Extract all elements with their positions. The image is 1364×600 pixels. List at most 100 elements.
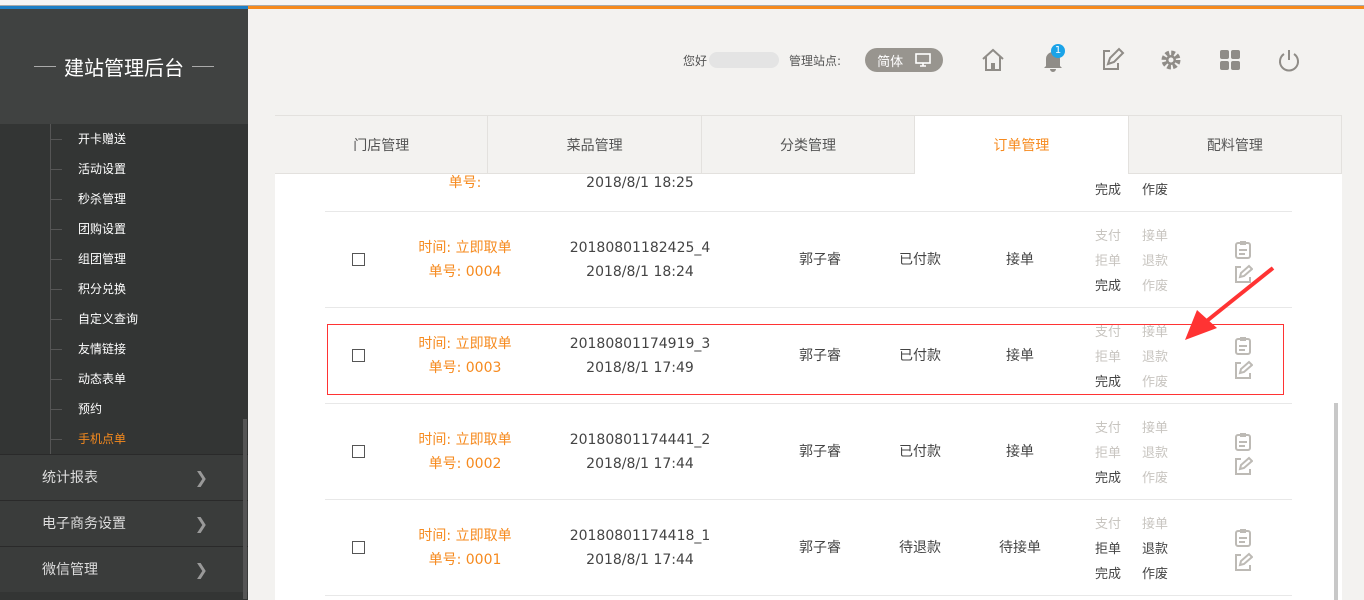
row-checkbox[interactable] <box>352 541 365 554</box>
accent-line <box>0 6 248 9</box>
content-panel: 门店管理 菜品管理 分类管理 订单管理 配料管理 单号: 2018/8/1 18:25 … <box>275 115 1342 600</box>
sidebar-subitem[interactable]: 自定义查询 <box>0 304 248 334</box>
sidebar-group[interactable]: 统计报表 ❯ <box>0 454 248 500</box>
edit-icon[interactable] <box>1233 456 1253 476</box>
table-row: 时间: 立即取单 单号: 0003 20180801174919_3 2018/8/… <box>325 308 1292 404</box>
clipboard-icon[interactable] <box>1233 432 1253 452</box>
order-id: 20180801174418_1 <box>569 528 711 544</box>
op-button[interactable]: 接单 <box>1142 421 1169 436</box>
op-button[interactable]: 退款 <box>1142 350 1169 365</box>
op-complete[interactable]: 完成 <box>1095 183 1122 198</box>
order-id: 20180801174919_3 <box>569 336 711 352</box>
edit-icon[interactable] <box>1098 46 1126 74</box>
bell-button[interactable]: 1 <box>1039 44 1067 74</box>
table-row: 时间: 立即取单 单号: 0001 20180801174418_1 2018/8/… <box>325 500 1292 596</box>
order-no: 单号: 0003 <box>428 360 502 376</box>
customer-name: 郭子睿 <box>799 444 841 460</box>
row-actions: 支付 接单拒单 退款完成 作废 <box>1095 416 1205 491</box>
group-label: 电子商务设置 <box>42 516 126 532</box>
sidebar-subitem[interactable]: 活动设置 <box>0 154 248 184</box>
sidebar-subitem[interactable]: 动态表单 <box>0 364 248 394</box>
power-icon[interactable] <box>1275 46 1303 74</box>
op-button[interactable]: 拒单 <box>1095 254 1122 269</box>
op-button[interactable]: 支付 <box>1095 517 1122 532</box>
clipboard-icon[interactable] <box>1233 240 1253 260</box>
op-button[interactable]: 退款 <box>1142 542 1169 557</box>
browser-bar <box>0 0 1364 6</box>
op-button[interactable]: 接单 <box>1142 325 1169 340</box>
grid-icon[interactable] <box>1216 46 1244 74</box>
gear-icon[interactable] <box>1157 46 1185 74</box>
clipboard-icon[interactable] <box>1233 336 1253 356</box>
customer-name: 郭子睿 <box>799 252 841 268</box>
row-checkbox[interactable] <box>352 445 365 458</box>
op-button[interactable]: 支付 <box>1095 325 1122 340</box>
notification-badge: 1 <box>1051 44 1065 58</box>
sidebar-subitem[interactable]: 积分兑换 <box>0 274 248 304</box>
sidebar-subitem[interactable]: 预约 <box>0 394 248 424</box>
lang-label: 简体 <box>877 54 904 70</box>
op-button[interactable]: 拒单 <box>1095 542 1122 557</box>
chevron-right-icon: ❯ <box>194 514 208 533</box>
sidebar-group[interactable]: 电子商务设置 ❯ <box>0 500 248 546</box>
tab[interactable]: 订单管理 <box>915 115 1129 174</box>
table-row: 时间: 立即取单 单号: 0002 20180801174441_2 2018/8/… <box>325 404 1292 500</box>
op-button[interactable]: 拒单 <box>1095 446 1122 461</box>
op-button[interactable]: 完成 <box>1095 471 1122 486</box>
tab[interactable]: 配料管理 <box>1128 115 1342 174</box>
edit-icon[interactable] <box>1233 264 1253 284</box>
sidebar-subitem[interactable]: 友情链接 <box>0 334 248 364</box>
op-button[interactable]: 作废 <box>1142 567 1169 582</box>
sidebar-subitem[interactable]: 组团管理 <box>0 244 248 274</box>
customer-name: 郭子睿 <box>799 540 841 556</box>
row-checkbox[interactable] <box>352 349 365 362</box>
sidebar-scrollbar[interactable] <box>243 419 247 599</box>
op-button[interactable]: 完成 <box>1095 279 1122 294</box>
op-button[interactable]: 支付 <box>1095 421 1122 436</box>
op-button[interactable]: 接单 <box>1142 229 1169 244</box>
clipboard-icon[interactable] <box>1233 528 1253 548</box>
row-actions: 支付 接单拒单 退款完成 作废 <box>1095 512 1205 587</box>
op-button[interactable]: 接单 <box>1142 517 1169 532</box>
language-button[interactable]: 简体 <box>865 48 944 72</box>
chevron-right-icon: ❯ <box>194 560 208 579</box>
username-blurred <box>709 52 780 68</box>
table-row: 单号: 2018/8/1 18:25 完成 作废 <box>325 174 1292 212</box>
order-status: 接单 <box>1006 348 1034 364</box>
sidebar-subitem[interactable]: 手机点单 <box>0 424 248 454</box>
op-button[interactable]: 完成 <box>1095 567 1122 582</box>
accent-line <box>248 6 1364 9</box>
sidebar-subitem[interactable]: 开卡赠送 <box>0 124 248 154</box>
sidebar-subitem[interactable]: 团购设置 <box>0 214 248 244</box>
sidebar-group[interactable]: 微信管理 ❯ <box>0 546 248 592</box>
brand-title: 建站管理后台 <box>64 56 184 80</box>
op-button[interactable]: 支付 <box>1095 229 1122 244</box>
op-button[interactable]: 作废 <box>1142 375 1169 390</box>
order-status: 待接单 <box>999 540 1041 556</box>
header: 您好 管理站点: 简体 <box>683 48 944 72</box>
op-void[interactable]: 作废 <box>1142 183 1169 198</box>
row-actions: 支付 接单拒单 退款完成 作废 <box>1095 224 1205 299</box>
edit-icon[interactable] <box>1233 552 1253 572</box>
sidebar: 建站管理后台 开卡赠送 活动设置 秒杀管理 团购设置 组团管理 积分兑换 自定义查询 友情链接… <box>0 9 248 600</box>
payment-status: 待退款 <box>899 540 941 556</box>
op-button[interactable]: 拒单 <box>1095 350 1122 365</box>
payment-status: 已付款 <box>899 444 941 460</box>
edit-icon[interactable] <box>1233 360 1253 380</box>
op-button[interactable]: 作废 <box>1142 471 1169 486</box>
op-button[interactable]: 退款 <box>1142 254 1169 269</box>
tab[interactable]: 门店管理 <box>275 115 489 174</box>
sidebar-subitem[interactable]: 秒杀管理 <box>0 184 248 214</box>
op-button[interactable]: 退款 <box>1142 446 1169 461</box>
site-label: 管理站点: <box>789 53 842 68</box>
scrollbar[interactable] <box>1334 403 1338 600</box>
order-date: 2018/8/1 17:44 <box>586 456 694 472</box>
chevron-right-icon: ❯ <box>194 468 208 487</box>
op-button[interactable]: 作废 <box>1142 279 1169 294</box>
order-no: 单号: 0001 <box>428 552 502 568</box>
tab[interactable]: 分类管理 <box>701 115 916 174</box>
home-icon[interactable] <box>979 46 1007 74</box>
tab[interactable]: 菜品管理 <box>488 115 702 174</box>
row-checkbox[interactable] <box>352 253 365 266</box>
op-button[interactable]: 完成 <box>1095 375 1122 390</box>
